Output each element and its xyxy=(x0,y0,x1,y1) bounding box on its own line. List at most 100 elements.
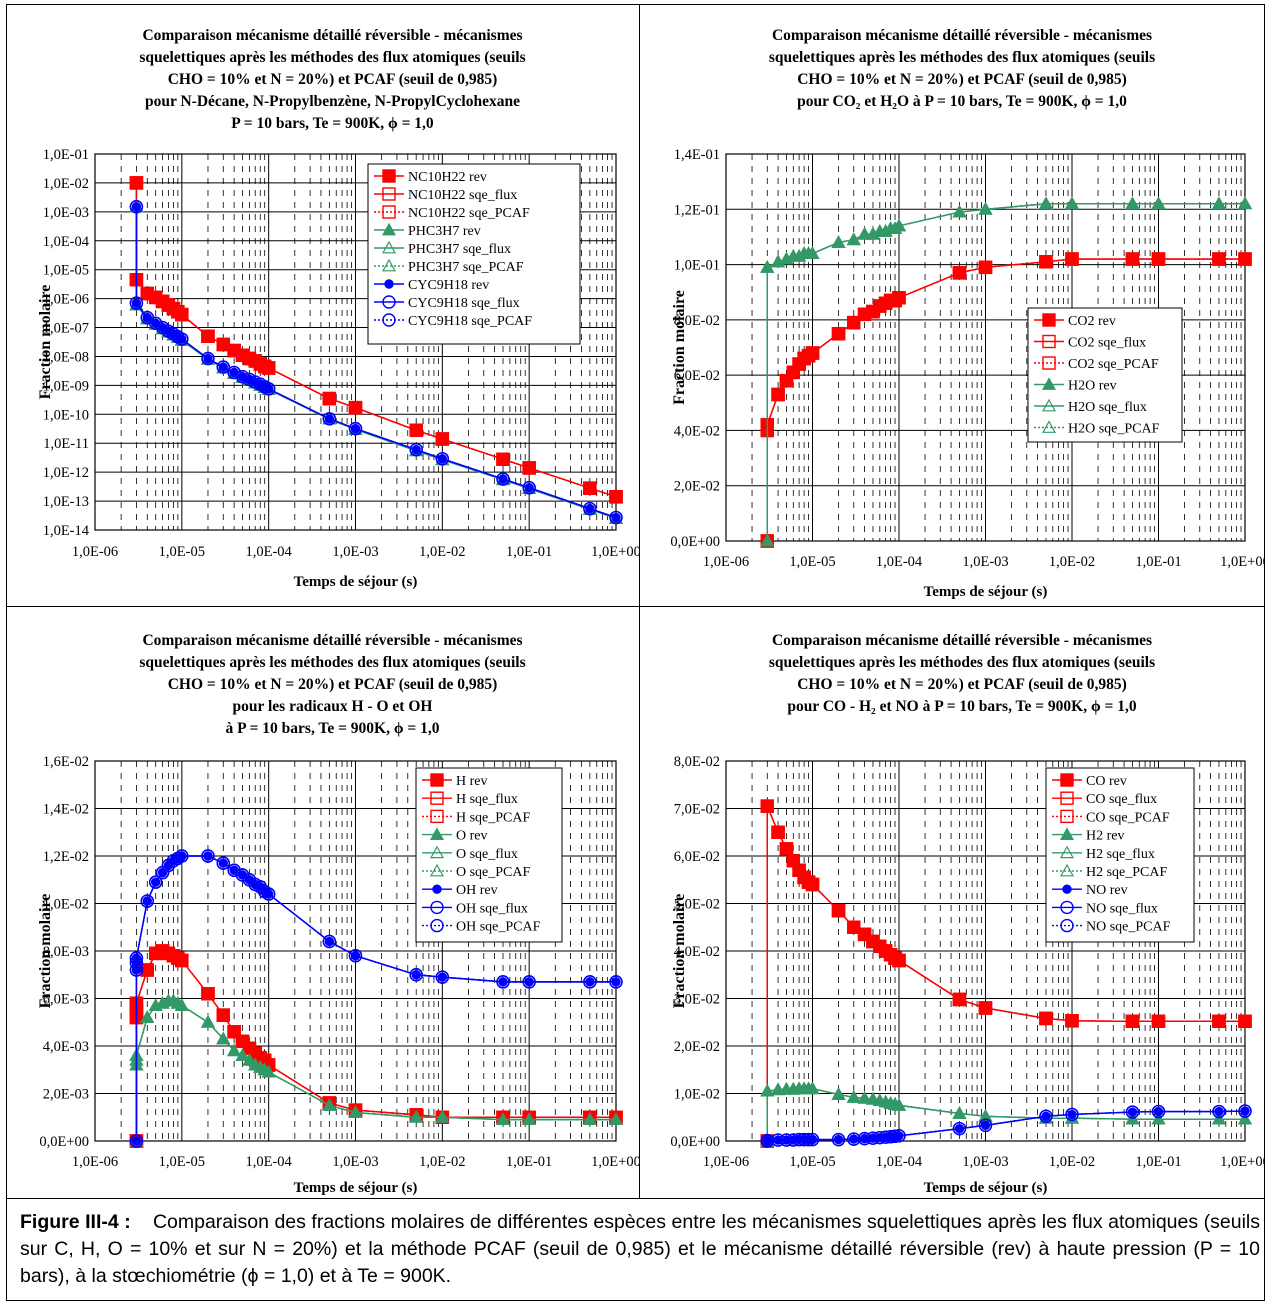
data-point xyxy=(1238,1104,1252,1118)
chart-title-line: pour N-Décane, N-Propylbenzène, N-Propyl… xyxy=(145,93,520,110)
x-tick-label: 1,0E+00 xyxy=(1220,554,1264,570)
data-point xyxy=(235,868,250,882)
legend-label: OH rev xyxy=(456,883,498,898)
data-point xyxy=(797,1132,811,1147)
chart-title-line: squelettiques après les méthodes des flu… xyxy=(139,654,525,671)
y-tick-label: 1,0E-10 xyxy=(43,407,89,423)
data-point xyxy=(831,1087,846,1100)
legend-item: NO sqe_flux xyxy=(1052,900,1158,916)
legend-item: NO sqe_PCAF xyxy=(1052,918,1171,935)
data-point xyxy=(409,442,423,457)
x-tick-label: 1,0E-03 xyxy=(332,1154,378,1170)
y-tick-label: 1,0E-02 xyxy=(43,897,89,913)
data-point xyxy=(865,1091,880,1105)
data-point xyxy=(883,1130,898,1144)
data-point xyxy=(140,894,154,908)
data-point xyxy=(1064,196,1080,210)
data-point xyxy=(235,1034,250,1048)
data-point xyxy=(952,992,967,1007)
x-tick-label: 1,0E-04 xyxy=(246,1154,293,1170)
series-oh-sqe_pcaf xyxy=(129,849,623,1148)
data-point xyxy=(891,218,907,232)
legend-marker xyxy=(382,313,396,327)
y-tick-label: 1,0E-09 xyxy=(43,378,89,394)
y-tick-label: 7,0E-02 xyxy=(674,802,720,818)
legend-label: O rev xyxy=(456,829,488,844)
series-line xyxy=(135,950,616,1141)
data-point xyxy=(148,875,163,889)
chart-title-line: Comparaison mécanisme détaillé réversibl… xyxy=(142,632,522,649)
legend-marker xyxy=(1062,884,1072,894)
data-point xyxy=(1039,1109,1053,1123)
data-point xyxy=(201,351,215,366)
chart-title-line: CHO = 10% et N = 20%) et PCAF (seuil de … xyxy=(797,676,1127,693)
legend-item: CYC9H18 sqe_PCAF xyxy=(374,313,532,329)
legend-label: OH sqe_PCAF xyxy=(456,920,541,935)
y-tick-label: 6,0E-03 xyxy=(43,992,89,1008)
data-point xyxy=(878,944,893,958)
legend-label: CO sqe_PCAF xyxy=(1086,810,1170,825)
data-point xyxy=(978,260,993,275)
data-point xyxy=(409,968,423,982)
legend-marker xyxy=(430,791,444,805)
data-point xyxy=(831,903,846,918)
legend-marker xyxy=(1041,398,1057,412)
data-point xyxy=(865,226,880,240)
y-tick-label: 2,0E-02 xyxy=(674,479,720,495)
legend-marker xyxy=(382,187,396,201)
data-point xyxy=(873,1130,887,1145)
series-h2o-sqe_pcaf xyxy=(760,196,1253,547)
legend: H rev H sqe_flux H sqe_PCAF O rev O sqe_flux… xyxy=(415,767,563,943)
legend-label: H2O sqe_flux xyxy=(1068,400,1147,415)
data-point xyxy=(888,221,903,235)
data-point xyxy=(888,293,902,308)
data-point xyxy=(888,951,902,965)
legend-marker xyxy=(1060,900,1074,915)
legend-item: CO2 rev xyxy=(1034,313,1116,329)
data-point xyxy=(771,1133,785,1147)
data-point xyxy=(582,1112,597,1126)
legend-item: H2O sqe_PCAF xyxy=(1034,420,1160,437)
data-point xyxy=(261,1064,276,1078)
y-tick-label: 1,0E-06 xyxy=(43,292,89,308)
data-point xyxy=(797,870,811,885)
x-axis-label: Temps de séjour (s) xyxy=(924,1180,1048,1196)
legend-marker xyxy=(430,900,444,915)
data-point xyxy=(1125,1111,1140,1125)
data-point xyxy=(805,877,820,892)
data-point xyxy=(883,1096,898,1109)
legend-item: H2 rev xyxy=(1052,827,1125,844)
y-tick-label: 1,0E-03 xyxy=(43,205,89,221)
data-point xyxy=(253,357,267,371)
legend-marker xyxy=(429,863,445,877)
chart-title-line: squelettiques après les méthodes des flu… xyxy=(769,654,1155,671)
series-line xyxy=(135,1000,616,1141)
legend: CO2 rev CO2 sqe_flux CO2 sqe_PCAF H2O rev H2… xyxy=(1027,307,1183,443)
x-tick-label: 1,0E-01 xyxy=(506,1154,552,1170)
data-point xyxy=(760,1133,774,1148)
y-tick-label: 1,0E-07 xyxy=(43,321,89,337)
x-tick-label: 1,0E-05 xyxy=(159,1154,205,1170)
data-point xyxy=(583,975,597,989)
x-tick-label: 1,0E-05 xyxy=(789,554,835,570)
data-point xyxy=(1212,1104,1226,1119)
legend-label: NO rev xyxy=(1086,883,1128,898)
data-point xyxy=(831,235,846,248)
series-co-sqe_pcaf xyxy=(760,799,1252,1148)
data-point xyxy=(847,1132,861,1146)
legend-marker xyxy=(1060,791,1074,805)
data-point xyxy=(161,298,176,312)
x-tick-label: 1,0E-06 xyxy=(72,1154,118,1170)
data-point xyxy=(1212,252,1226,266)
data-point xyxy=(1039,255,1053,269)
data-point xyxy=(348,1105,363,1118)
data-point xyxy=(831,1132,846,1147)
data-point xyxy=(878,224,893,237)
data-point xyxy=(892,291,906,305)
y-tick-label: 1,0E-12 xyxy=(43,465,89,481)
legend-marker xyxy=(1041,420,1057,433)
series-line xyxy=(766,1110,1246,1142)
series-line xyxy=(135,855,616,1141)
chart-title-line: pour CO₂ et H₂O à P = 10 bars, Te = 900K… xyxy=(797,93,1127,110)
data-point xyxy=(261,382,276,396)
